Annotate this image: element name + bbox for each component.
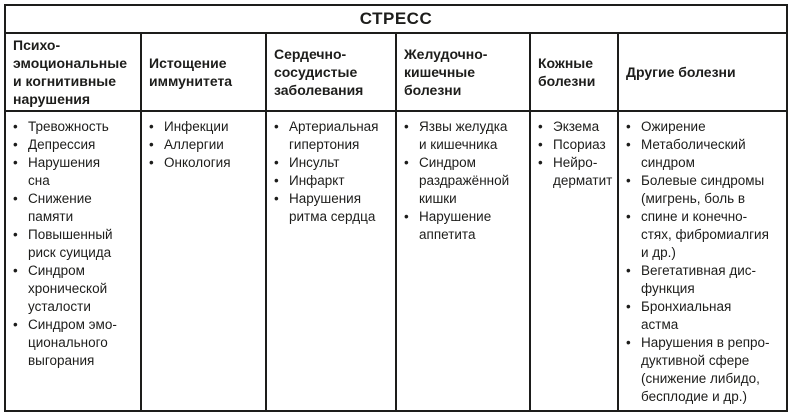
bullet-icon: • bbox=[626, 119, 631, 134]
bullet-icon: • bbox=[404, 119, 409, 134]
item-text: Экзема bbox=[553, 119, 600, 134]
item-text: Метаболический синдром bbox=[641, 137, 746, 170]
list-item: • Аллергии bbox=[149, 136, 263, 154]
column-header-gastrointestinal: Желудочно- кишечные болезни bbox=[395, 32, 531, 112]
bullet-icon: • bbox=[274, 173, 279, 188]
bullet-icon: • bbox=[149, 119, 154, 134]
list-item: • Нарушения ритма сердца bbox=[274, 190, 393, 226]
body-cell-immunity: • Инфекции • Аллергии • Онкология bbox=[140, 110, 267, 412]
item-text: Болевые синдромы (мигрень, боль в bbox=[641, 173, 765, 206]
item-text: Артериальная гипертония bbox=[289, 119, 379, 152]
bullet-icon: • bbox=[538, 119, 543, 134]
list-item: • Синдром раздражённой кишки bbox=[404, 154, 527, 208]
title-row: СТРЕСС bbox=[3, 4, 789, 34]
bullet-icon: • bbox=[626, 263, 631, 278]
list-item: • Болевые синдромы (мигрень, боль в bbox=[626, 172, 784, 208]
list-item: • Вегетативная дис- функция bbox=[626, 262, 784, 298]
item-text: Псориаз bbox=[553, 137, 606, 152]
list-item: • Инфекции bbox=[149, 118, 263, 136]
body-cell-other: • Ожирение • Метаболический синдром • Болев… bbox=[616, 110, 789, 412]
column-header-psychoemotional: Психо- эмоциональные и когнитивные наруш… bbox=[4, 32, 142, 112]
list-item: • Нарушения в репро- дуктивной сфере (сни… bbox=[626, 334, 784, 406]
body-cell-skin: • Экзема • Псориаз • Нейро- дерматит bbox=[529, 110, 619, 412]
bullet-icon: • bbox=[13, 119, 18, 134]
bullet-icon: • bbox=[274, 191, 279, 206]
item-text: Нарушения сна bbox=[28, 155, 101, 188]
bullet-icon: • bbox=[538, 137, 543, 152]
bullet-icon: • bbox=[149, 137, 154, 152]
item-text: спине и конечно- стях, фибромиалгия и др… bbox=[641, 209, 769, 260]
bullet-icon: • bbox=[13, 191, 18, 206]
list-item: • Синдром хронической усталости bbox=[13, 262, 138, 316]
item-text: Бронхиальная астма bbox=[641, 299, 732, 332]
bullet-icon: • bbox=[149, 155, 154, 170]
item-text: Тревожность bbox=[28, 119, 109, 134]
column-header-skin: Кожные болезни bbox=[529, 32, 619, 112]
list-item: • Онкология bbox=[149, 154, 263, 172]
item-text: Повышенный риск суицида bbox=[28, 227, 113, 260]
list-item: • Нарушение аппетита bbox=[404, 208, 527, 244]
list-item: • Нейро- дерматит bbox=[538, 154, 615, 190]
list-item: • Артериальная гипертония bbox=[274, 118, 393, 154]
list-item: • спине и конечно- стях, фибромиалгия и д… bbox=[626, 208, 784, 262]
bullet-icon: • bbox=[13, 155, 18, 170]
bullet-icon: • bbox=[626, 137, 631, 152]
list-item: • Депрессия bbox=[13, 136, 138, 154]
bullet-icon: • bbox=[626, 209, 631, 224]
item-text: Синдром эмо- ционального выгорания bbox=[28, 317, 117, 368]
list-item: • Ожирение bbox=[626, 118, 784, 136]
table-title: СТРЕСС bbox=[3, 4, 789, 34]
item-text: Аллергии bbox=[164, 137, 224, 152]
list-item: • Бронхиальная астма bbox=[626, 298, 784, 334]
bullet-icon: • bbox=[626, 335, 631, 350]
bullet-icon: • bbox=[13, 317, 18, 332]
column-header-cardiovascular: Сердечно- сосудистые заболевания bbox=[265, 32, 397, 112]
list-item: • Псориаз bbox=[538, 136, 615, 154]
bullet-icon: • bbox=[13, 227, 18, 242]
stress-table: СТРЕСС Психо- эмоциональные и когнитивны… bbox=[3, 4, 789, 412]
bullet-icon: • bbox=[404, 209, 409, 224]
column-header-immunity: Истощение иммунитета bbox=[140, 32, 267, 112]
item-text: Синдром хронической усталости bbox=[28, 263, 108, 314]
item-text: Нейро- дерматит bbox=[553, 155, 613, 188]
bullet-icon: • bbox=[13, 137, 18, 152]
header-row: Психо- эмоциональные и когнитивные наруш… bbox=[4, 32, 789, 112]
item-text: Инсульт bbox=[289, 155, 340, 170]
item-text: Нарушения в репро- дуктивной сфере (сниж… bbox=[641, 335, 770, 404]
body-cell-cardiovascular: • Артериальная гипертония • Инсульт • Инфар… bbox=[265, 110, 397, 412]
item-text: Инфаркт bbox=[289, 173, 345, 188]
item-text: Депрессия bbox=[28, 137, 96, 152]
body-cell-gastrointestinal: • Язвы желудка и кишечника • Синдром раздр… bbox=[395, 110, 531, 412]
list-item: • Инсульт bbox=[274, 154, 393, 172]
item-text: Инфекции bbox=[164, 119, 229, 134]
list-item: • Синдром эмо- ционального выгорания bbox=[13, 316, 138, 370]
item-text: Нарушения ритма сердца bbox=[289, 191, 376, 224]
item-text: Снижение памяти bbox=[28, 191, 92, 224]
bullet-icon: • bbox=[626, 173, 631, 188]
column-header-other: Другие болезни bbox=[616, 32, 789, 112]
item-text: Нарушение аппетита bbox=[419, 209, 492, 242]
item-text: Вегетативная дис- функция bbox=[641, 263, 757, 296]
item-text: Ожирение bbox=[641, 119, 706, 134]
list-item: • Метаболический синдром bbox=[626, 136, 784, 172]
stress-table-container: СТРЕСС Психо- эмоциональные и когнитивны… bbox=[3, 4, 789, 412]
list-item: • Экзема bbox=[538, 118, 615, 136]
bullet-icon: • bbox=[13, 263, 18, 278]
list-item: • Нарушения сна bbox=[13, 154, 138, 190]
bullet-icon: • bbox=[538, 155, 543, 170]
list-item: • Язвы желудка и кишечника bbox=[404, 118, 527, 154]
bullet-icon: • bbox=[626, 299, 631, 314]
list-item: • Снижение памяти bbox=[13, 190, 138, 226]
body-cell-psychoemotional: • Тревожность • Депрессия • Нарушения сна •… bbox=[4, 110, 142, 412]
list-item: • Инфаркт bbox=[274, 172, 393, 190]
bullet-icon: • bbox=[404, 155, 409, 170]
bullet-icon: • bbox=[274, 155, 279, 170]
item-text: Онкология bbox=[164, 155, 231, 170]
bullet-icon: • bbox=[274, 119, 279, 134]
body-row: • Тревожность • Депрессия • Нарушения сна •… bbox=[4, 110, 789, 412]
item-text: Язвы желудка и кишечника bbox=[419, 119, 508, 152]
list-item: • Тревожность bbox=[13, 118, 138, 136]
list-item: • Повышенный риск суицида bbox=[13, 226, 138, 262]
item-text: Синдром раздражённой кишки bbox=[419, 155, 510, 206]
